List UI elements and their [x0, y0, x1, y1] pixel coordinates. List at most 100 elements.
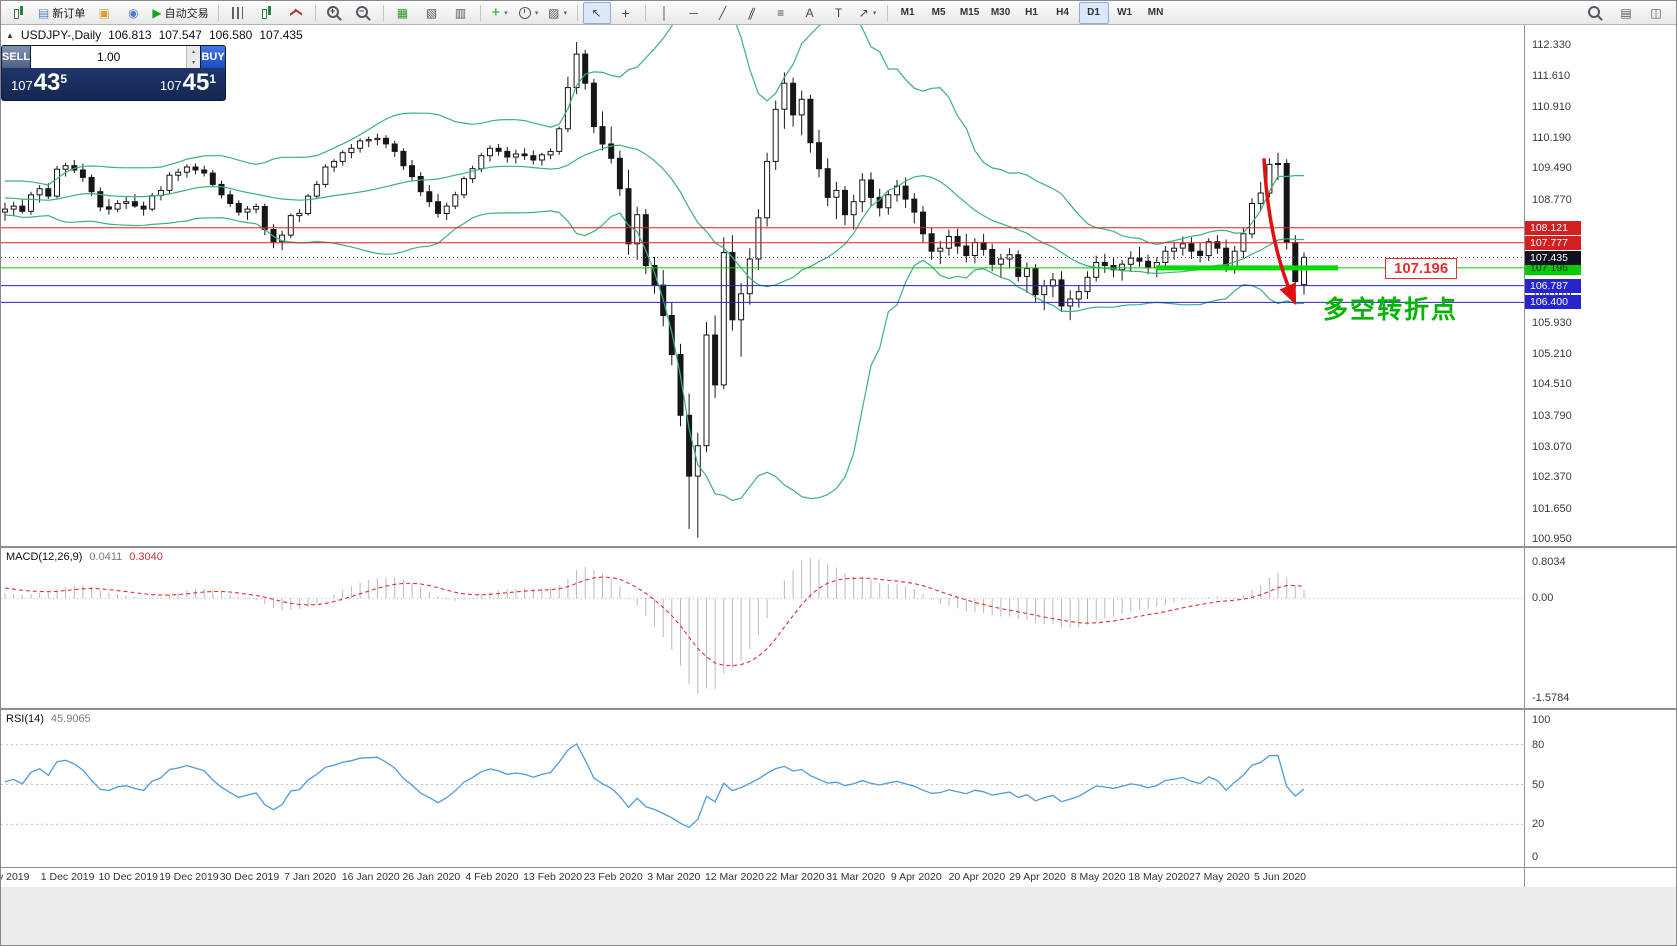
sell-button[interactable]: SELL	[2, 46, 31, 68]
rsi-line	[4, 742, 1305, 829]
terminal-chart-icon[interactable]	[5, 2, 33, 24]
macd-axis-label: 0.00	[1532, 592, 1554, 605]
price-axis-label: 105.210	[1532, 348, 1572, 361]
sell-price[interactable]: 107 43 5	[11, 69, 68, 96]
crosshair-icon[interactable]: +	[612, 2, 640, 24]
buy-button[interactable]: BUY	[201, 46, 225, 68]
sell-signal-arrow[interactable]	[1262, 158, 1297, 306]
rsi-axis-label: 100	[1532, 714, 1551, 726]
periods-icon	[518, 6, 531, 19]
zoom-in-icon	[326, 5, 339, 18]
templates-icon[interactable]: ▨ ▾	[544, 2, 572, 24]
trendline-icon[interactable]: ╱	[709, 2, 737, 24]
text-label-icon[interactable]: T	[825, 2, 853, 24]
timeframe-M30[interactable]: M30	[990, 7, 1011, 18]
new-order-button: ▤	[38, 5, 50, 20]
new-window-icon: ◫	[1650, 5, 1662, 20]
trade-panel-collapse-icon[interactable]: ▲	[6, 30, 14, 40]
date-label: 12 Mar 2020	[704, 871, 764, 883]
periods-icon[interactable]: ▾	[515, 2, 543, 24]
timeframe-D1[interactable]: D1	[1078, 1, 1109, 24]
vertical-line-icon[interactable]: │	[651, 2, 679, 24]
lot-decrease-button[interactable]: ▼	[191, 59, 197, 66]
autotrading-button[interactable]: ▶ 自动交易	[148, 2, 212, 24]
rsi-axis[interactable]: 100 80 50 20 0	[1524, 710, 1676, 867]
date-label: 7 Jan 2020	[284, 871, 337, 883]
timeframe-H4[interactable]: H4	[1056, 7, 1069, 18]
tile-windows-icon[interactable]: ▦	[389, 2, 417, 24]
date-label: 20 Apr 2020	[948, 871, 1006, 883]
turning-point-note[interactable]: 多空转折点	[1323, 296, 1459, 324]
price-tag-106.787: 106.787	[1525, 278, 1581, 293]
horizontal-line-icon[interactable]: ─	[680, 2, 708, 24]
charts-toolbar-icon[interactable]: ▣	[90, 2, 118, 24]
main-toolbar: ▤新订单▣◉▶自动交易▦▧▥+▾▾▨▾↖+│─╱∥≡AT↗▾M1M5M15M30…	[1, 1, 1676, 25]
price-axis-label: 101.650	[1532, 502, 1572, 515]
rsi-axis-label: 20	[1532, 818, 1545, 831]
zoom-out-icon[interactable]	[350, 2, 378, 24]
date-label: 22 Mar 2020	[765, 871, 825, 883]
profiles-icon[interactable]: ◉	[119, 2, 147, 24]
timeframe-M1[interactable]: M1	[900, 7, 915, 18]
timeframe-H1[interactable]: H1	[1025, 7, 1038, 18]
line-chart-icon[interactable]	[282, 2, 310, 24]
price-axis-label: 104.510	[1532, 378, 1572, 391]
terminal-chart-icon	[13, 6, 25, 19]
templates-icon: ▨	[548, 5, 560, 20]
price-chart-canvas[interactable]	[1, 25, 1524, 546]
price-callout-label[interactable]: 107.196	[1385, 258, 1458, 279]
macd-panel[interactable]: 0.8034 0.00 -1.5784 MACD(12,26,9) 0.0411 0…	[1, 548, 1676, 708]
rsi-canvas[interactable]	[1, 710, 1524, 867]
toolbar-separator	[644, 4, 646, 21]
price-axis-label: 109.490	[1532, 162, 1572, 175]
bollinger-lower-band[interactable]	[4, 210, 1305, 502]
line-chart-icon	[290, 7, 302, 18]
price-chart-panel[interactable]: 112.330 111.610 110.910 110.190 109.490 108.7…	[1, 25, 1676, 546]
toolbar-separator	[314, 4, 316, 21]
macd-header: MACD(12,26,9) 0.0411 0.3040	[6, 551, 163, 563]
bar-chart-icon	[232, 6, 244, 19]
new-order-button[interactable]: ▤ 新订单	[34, 2, 89, 24]
lot-size-input[interactable]	[31, 46, 187, 68]
text-icon[interactable]: A	[796, 2, 824, 24]
price-axis-label: 108.770	[1532, 193, 1572, 206]
macd-histogram	[4, 558, 1305, 694]
search-icon[interactable]	[1582, 2, 1610, 24]
bollinger-upper-band[interactable]	[5, 25, 1304, 246]
candlestick-chart-icon[interactable]	[253, 2, 281, 24]
date-label: 1 Dec 2019	[40, 871, 95, 883]
price-axis[interactable]: 112.330 111.610 110.910 110.190 109.490 108.7…	[1524, 25, 1676, 546]
macd-canvas[interactable]	[1, 548, 1524, 708]
timeframe-MN[interactable]: MN	[1147, 7, 1164, 18]
new-window-icon[interactable]: ◫	[1642, 2, 1670, 24]
search-icon	[1588, 5, 1600, 18]
panel-splitter[interactable]	[1, 546, 1676, 548]
date-label: 26 Jan 2020	[402, 871, 461, 883]
date-label: 3 Mar 2020	[647, 871, 701, 883]
date-label: 5 Jun 2020	[1254, 871, 1306, 883]
indicators-icon[interactable]: + ▾	[486, 2, 514, 24]
arrange-windows-icon[interactable]: ▥	[447, 2, 475, 24]
panel-splitter[interactable]	[1, 708, 1676, 710]
rsi-panel[interactable]: 100 80 50 20 0 RSI(14) 45.9065	[1, 710, 1676, 867]
bar-chart-icon[interactable]	[224, 2, 252, 24]
equidistant-channel-icon[interactable]: ∥	[738, 2, 766, 24]
tile-windows-icon: ▦	[396, 5, 409, 20]
fibonacci-icon[interactable]: ≡	[767, 2, 795, 24]
timeframe-W1[interactable]: W1	[1117, 7, 1133, 18]
cascade-windows-icon[interactable]: ▧	[418, 2, 446, 24]
timeframe-M5[interactable]: M5	[931, 7, 946, 18]
autotrading-button-label: 自动交易	[164, 7, 209, 20]
timeframe-M15[interactable]: M15	[959, 7, 980, 18]
macd-axis[interactable]: 0.8034 0.00 -1.5784	[1524, 548, 1676, 708]
buy-price[interactable]: 107 45 1	[159, 69, 216, 96]
bollinger-middle-band[interactable]	[4, 144, 1304, 288]
indicators-icon: +	[491, 4, 501, 21]
arrows-shapes-icon[interactable]: ↗ ▾	[854, 2, 882, 24]
cursor-icon[interactable]: ↖	[582, 1, 611, 24]
open-value: 106.813	[108, 28, 152, 42]
lot-increase-button[interactable]: ▲	[191, 48, 197, 55]
data-window-icon[interactable]: ▤	[1612, 2, 1640, 24]
zoom-in-icon[interactable]	[321, 2, 349, 24]
